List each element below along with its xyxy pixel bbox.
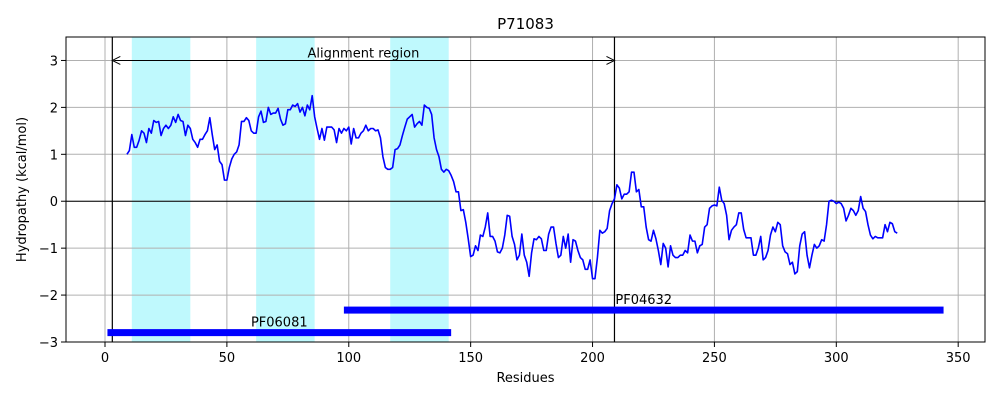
alignment-region-annotation: Alignment region — [111, 46, 616, 65]
domain-bar — [107, 329, 452, 337]
x-tick-label: 200 — [580, 351, 605, 366]
alignment-boundary-lines — [111, 37, 616, 342]
y-tick-label: 1 — [50, 148, 58, 163]
x-tick-label: 350 — [946, 351, 971, 366]
x-axis-ticks: 0 50 100 150 200 250 300 350 — [101, 342, 971, 366]
domain-label: PF06081 — [251, 316, 308, 331]
domain-bar — [343, 306, 944, 314]
chart-title: P71083 — [497, 15, 554, 33]
x-tick-label: 300 — [824, 351, 849, 366]
domain-bars: PF06081 PF04632 — [107, 293, 944, 337]
highlight-band — [390, 37, 449, 342]
y-tick-label: −1 — [39, 242, 58, 257]
y-axis-ticks: −3 −2 −1 0 1 2 3 — [39, 54, 66, 351]
alignment-region-label: Alignment region — [307, 46, 419, 61]
y-tick-label: −3 — [39, 336, 58, 351]
highlight-band — [131, 37, 191, 342]
y-tick-label: 0 — [50, 195, 58, 210]
x-axis-label: Residues — [496, 371, 554, 386]
highlight-regions — [131, 37, 449, 342]
x-tick-label: 50 — [219, 351, 236, 366]
y-tick-label: −2 — [39, 289, 58, 304]
alignment-arrow-right — [606, 56, 616, 65]
x-tick-label: 0 — [101, 351, 109, 366]
y-axis-label: Hydropathy (kcal/mol) — [15, 117, 30, 262]
highlight-band — [256, 37, 315, 342]
grid-lines — [66, 37, 985, 343]
x-tick-label: 250 — [702, 351, 727, 366]
x-tick-label: 150 — [458, 351, 483, 366]
y-tick-label: 3 — [50, 54, 58, 69]
series-group — [126, 94, 898, 280]
domain-label: PF04632 — [615, 293, 672, 308]
plot-frame — [65, 36, 986, 343]
series-line — [126, 94, 898, 280]
x-tick-label: 100 — [336, 351, 361, 366]
y-tick-label: 2 — [50, 101, 58, 116]
alignment-arrow-left — [111, 56, 121, 65]
